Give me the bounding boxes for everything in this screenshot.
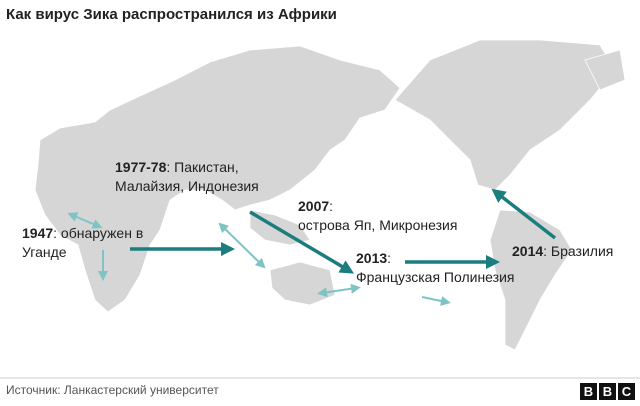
- world-map: [34, 39, 626, 351]
- arrow: [491, 188, 557, 240]
- arrow: [249, 210, 355, 274]
- label-year: 2013: [356, 250, 387, 266]
- label: 2013:: [356, 250, 391, 266]
- arrow: [218, 222, 266, 269]
- label-line2: Малайзия, Индонезия: [115, 178, 259, 194]
- arrow: [67, 212, 103, 229]
- arrow: [421, 296, 451, 306]
- label: 2014: Бразилия: [512, 243, 613, 259]
- label-year: 1947: [22, 225, 53, 241]
- title: Как вирус Зика распространился из Африки: [6, 6, 337, 23]
- label-text: : обнаружен в: [53, 225, 143, 241]
- label-text: : Пакистан,: [166, 159, 238, 175]
- label-text: :: [387, 250, 391, 266]
- arrow: [317, 283, 361, 298]
- label-year: 2007: [298, 198, 329, 214]
- logo-letter: B: [584, 384, 593, 399]
- logo-letter: B: [603, 384, 612, 399]
- spread-arrows: [67, 188, 557, 306]
- label-line2: острова Яп, Микронезия: [298, 217, 457, 233]
- label-line2: Уганде: [22, 244, 67, 260]
- label: 1977-78: Пакистан,: [115, 159, 239, 175]
- logo-box: [580, 383, 597, 400]
- logo-box: [618, 383, 635, 400]
- logo-letter: C: [622, 384, 632, 399]
- source: Источник: Ланкастерский университет: [6, 383, 219, 397]
- label: 2007:: [298, 198, 333, 214]
- label-year: 1977-78: [115, 159, 167, 175]
- label-text: : Бразилия: [543, 243, 613, 259]
- label: 1947: обнаружен в: [22, 225, 143, 241]
- label-line2: Французская Полинезия: [356, 269, 514, 285]
- label-text: :: [329, 198, 333, 214]
- label-year: 2014: [512, 243, 543, 259]
- logo-box: [599, 383, 616, 400]
- labels: 1947: обнаружен в Уганде 1977-78: Пакистан…: [22, 159, 613, 285]
